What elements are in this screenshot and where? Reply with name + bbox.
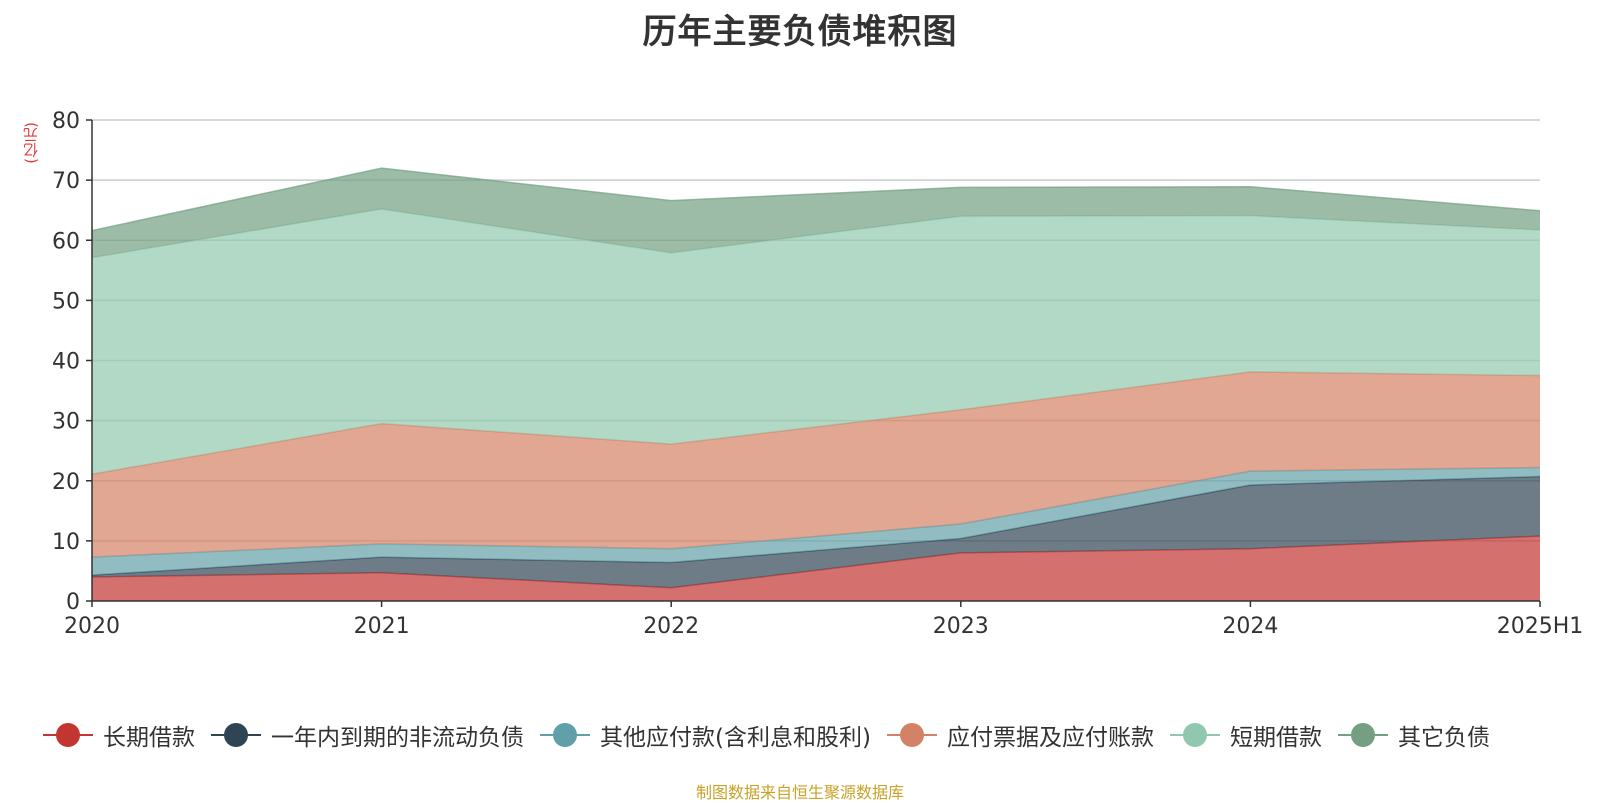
x-tick-label: 2023 (933, 614, 989, 639)
y-tick-label: 30 (52, 410, 80, 435)
x-tick-label: 2021 (354, 614, 410, 639)
y-tick-label: 40 (52, 350, 80, 375)
area-series-1 (92, 536, 1540, 601)
legend-label: 一年内到期的非流动负债 (271, 725, 524, 751)
x-tick-label: 2024 (1222, 614, 1278, 639)
chart-title: 历年主要负债堆积图 (642, 12, 958, 52)
area-series-6 (92, 168, 1540, 258)
y-tick-label: 70 (52, 169, 80, 194)
legend-item-6[interactable]: 其它负债 (1337, 718, 1490, 752)
legend-marker-icon (1169, 723, 1220, 747)
area-series (91, 167, 1541, 601)
legend-marker-icon (1337, 723, 1388, 747)
area-series-5 (92, 208, 1540, 475)
y-tick-label: 80 (52, 109, 80, 134)
y-tick-label: 50 (52, 289, 80, 314)
legend-label: 长期借款 (103, 725, 195, 751)
chart-legend: 长期借款 一年内到期的非流动负债 其他应付款(含利息和股利) 应付票据及应付账款 短期借… (43, 718, 1506, 752)
legend-label: 其它负债 (1397, 725, 1490, 751)
y-tick-label: 0 (66, 590, 80, 615)
legend-item-5[interactable]: 短期借款 (1169, 718, 1322, 752)
source-note: 制图数据来自恒生聚源数据库 (695, 783, 904, 802)
x-tick-label: 2022 (643, 614, 699, 639)
area-series-4 (92, 371, 1540, 558)
legend-marker-icon (43, 723, 93, 747)
area-series-2 (92, 476, 1540, 588)
area-series-3 (92, 467, 1540, 576)
legend-item-4[interactable]: 应付票据及应付账款 (886, 718, 1154, 752)
legend-label: 短期借款 (1229, 725, 1322, 751)
legend-item-2[interactable]: 一年内到期的非流动负债 (211, 718, 524, 752)
x-tick-label: 2025H1 (1497, 614, 1584, 639)
axes: 0 10 20 30 40 50 60 70 80 2020 2021 2022 2023 2024 202… (52, 109, 1583, 639)
legend-label: 应付票据及应付账款 (946, 725, 1154, 751)
series-line-6 (91, 167, 1541, 232)
legend-marker-icon (540, 723, 590, 747)
legend-item-3[interactable]: 其他应付款(含利息和股利) (540, 718, 871, 752)
y-tick-label: 10 (52, 530, 80, 555)
legend-marker-icon (211, 723, 261, 747)
legend-item-1[interactable]: 长期借款 (43, 718, 195, 752)
legend-marker-icon (886, 723, 937, 747)
y-tick-label: 20 (52, 470, 80, 495)
y-tick-label: 60 (52, 229, 80, 254)
legend-label: 其他应付款(含利息和股利) (600, 725, 871, 751)
x-tick-label: 2020 (64, 614, 120, 639)
